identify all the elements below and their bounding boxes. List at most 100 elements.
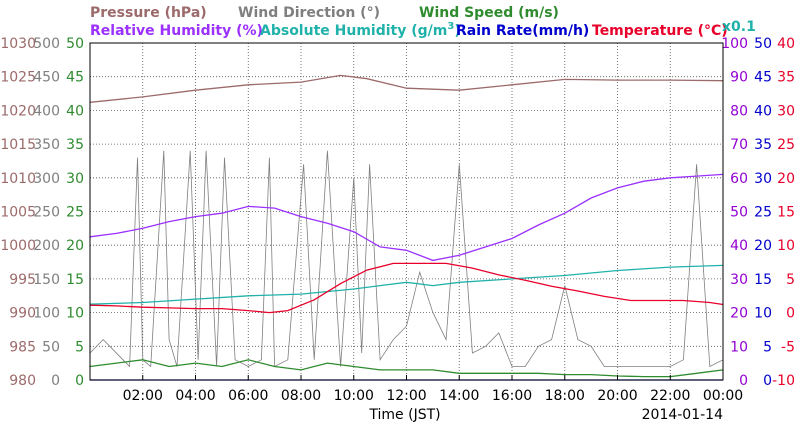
series-rel_hum [89, 173, 724, 262]
tick-wind_speed: 20 [66, 238, 84, 254]
tick-pressure: 1000 [0, 238, 36, 254]
tick-wind_speed: 40 [66, 103, 84, 119]
tick-pressure: 985 [9, 339, 36, 355]
tick-pressure: 1015 [0, 137, 36, 153]
tick-temp: 35 [777, 70, 795, 86]
x-tick-label: 14:00 [439, 388, 479, 404]
x-tick-label: 22:00 [650, 388, 690, 404]
tick-pressure: 1025 [0, 70, 36, 86]
series-temp [89, 262, 724, 314]
x-tick-label: 20:00 [597, 388, 637, 404]
legend-rain-rate: Rain Rate(mm/h) [456, 23, 589, 39]
tick-pressure: 995 [9, 272, 36, 288]
grid [90, 43, 723, 380]
tick-humidity: 60 [730, 171, 748, 187]
tick-temp: 15 [777, 205, 795, 221]
tick-temp: 30 [777, 103, 795, 119]
tick-wind_dir: 450 [33, 70, 60, 86]
tick-pressure: 990 [9, 306, 36, 322]
tick-temp: 25 [777, 137, 795, 153]
tick-wind_speed: 30 [66, 171, 84, 187]
tick-wind_dir: 300 [33, 171, 60, 187]
tick-wind_speed: 0 [75, 373, 84, 389]
tick-pressure: 1010 [0, 171, 36, 187]
tick-humidity: 100 [721, 36, 748, 52]
x-tick-label: 12:00 [386, 388, 426, 404]
tick-temp: 40 [777, 36, 795, 52]
x-axis-ticks: 02:00 04:00 06:00 08:00 10:00 12:00 14:00 16:00… [123, 375, 743, 404]
tick-temp: 20 [777, 171, 795, 187]
tick-rain: 40 [754, 103, 772, 119]
series-wind_dir [89, 150, 724, 368]
x-tick-label: 16:00 [492, 388, 532, 404]
tick-pressure: 980 [9, 373, 36, 389]
tick-rain: 25 [754, 205, 772, 221]
tick-temp: 5 [786, 272, 795, 288]
tick-temp: 0 [786, 306, 795, 322]
tick-temp: 10 [777, 238, 795, 254]
tick-wind_speed: 35 [66, 137, 84, 153]
legend-x01: x0.1 [722, 19, 756, 35]
series-abs_hum [89, 264, 724, 305]
x-tick-label: 10:00 [334, 388, 374, 404]
tick-rain: 0 [763, 373, 772, 389]
tick-wind_speed: 5 [75, 339, 84, 355]
legend-pressure: Pressure (hPa) [90, 5, 207, 21]
tick-wind_dir: 500 [33, 36, 60, 52]
legend-absolute-humidity: Absolute Humidity (g/m3) [260, 21, 461, 39]
tick-pressure: 1005 [0, 205, 36, 221]
legend-abs-hum-main: Absolute Humidity (g/m [260, 23, 447, 39]
legend-abs-hum-sup: 3 [447, 21, 454, 32]
tick-wind_dir: 400 [33, 103, 60, 119]
left-axes: 1030102510201015101010051000995990985980… [0, 36, 84, 389]
tick-humidity: 50 [730, 205, 748, 221]
tick-humidity: 30 [730, 272, 748, 288]
x-tick-label: 06:00 [228, 388, 268, 404]
tick-wind_dir: 50 [42, 339, 60, 355]
tick-wind_speed: 15 [66, 272, 84, 288]
tick-rain: 50 [754, 36, 772, 52]
tick-rain: 5 [763, 339, 772, 355]
tick-rain: 45 [754, 70, 772, 86]
x-axis-label: Time (JST) [368, 407, 440, 423]
tick-wind_speed: 45 [66, 70, 84, 86]
legend-abs-hum-close: ) [454, 23, 460, 39]
tick-wind_dir: 350 [33, 137, 60, 153]
tick-temp: -5 [781, 339, 795, 355]
tick-wind_speed: 10 [66, 306, 84, 322]
legend-relative-humidity: Relative Humidity (%) [90, 23, 263, 39]
tick-wind_dir: 0 [51, 373, 60, 389]
x-tick-label: 02:00 [123, 388, 163, 404]
tick-temp: -10 [772, 373, 795, 389]
right-axes: 1009080706050403020100504540353025201510… [721, 36, 795, 389]
plot-frame [89, 42, 724, 381]
tick-wind_speed: 50 [66, 36, 84, 52]
x-tick-label: 08:00 [281, 388, 321, 404]
tick-humidity: 40 [730, 238, 748, 254]
tick-humidity: 90 [730, 70, 748, 86]
tick-wind_speed: 25 [66, 205, 84, 221]
tick-pressure: 1020 [0, 103, 36, 119]
x-tick-label: 00:00 [703, 388, 743, 404]
tick-rain: 10 [754, 306, 772, 322]
tick-humidity: 10 [730, 339, 748, 355]
x-tick-label: 04:00 [175, 388, 215, 404]
tick-humidity: 80 [730, 103, 748, 119]
tick-rain: 20 [754, 238, 772, 254]
tick-wind_dir: 100 [33, 306, 60, 322]
legend-wind-direction: Wind Direction (°) [238, 5, 380, 21]
tick-wind_dir: 200 [33, 238, 60, 254]
tick-humidity: 0 [739, 373, 748, 389]
tick-humidity: 20 [730, 306, 748, 322]
x-tick-label: 18:00 [545, 388, 585, 404]
tick-rain: 35 [754, 137, 772, 153]
tick-wind_dir: 150 [33, 272, 60, 288]
legend-temperature: Temperature (°C) [592, 23, 728, 39]
tick-humidity: 70 [730, 137, 748, 153]
tick-rain: 15 [754, 272, 772, 288]
date-label: 2014-01-14 [642, 407, 723, 423]
legend-wind-speed: Wind Speed (m/s) [419, 5, 559, 21]
series-pressure [89, 74, 724, 103]
tick-pressure: 1030 [0, 36, 36, 52]
